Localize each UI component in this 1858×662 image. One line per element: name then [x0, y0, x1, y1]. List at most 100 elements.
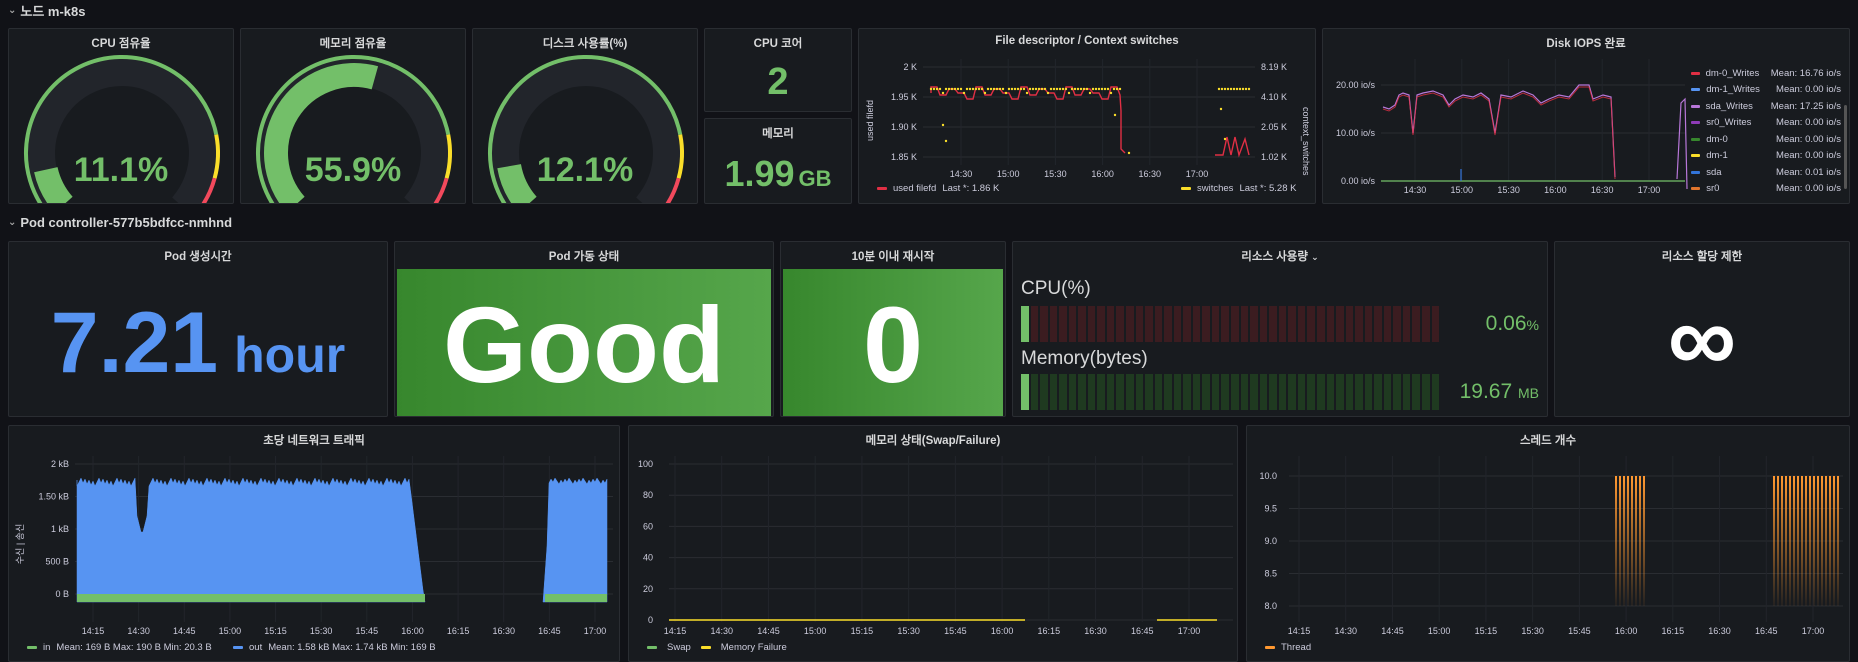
fd-context-panel[interactable]: File descriptor / Context switches used …: [858, 28, 1316, 204]
gauge-value: 11.1%: [73, 151, 169, 189]
gauge-value-arc: [34, 166, 73, 203]
bar-segment: [1183, 306, 1191, 342]
legend-item[interactable]: dm-1 Mean: 0.00 io/s: [1691, 148, 1841, 165]
gauge-value: 55.9%: [304, 151, 402, 189]
switches-point: [1220, 87, 1224, 91]
switches-point: [1040, 87, 1044, 91]
gauge-panel-cpu[interactable]: CPU 점유율 11.1%: [8, 28, 234, 204]
bar-segment: [1154, 374, 1163, 410]
legend-stat: Mean: 1.58 kB Max: 1.74 kB Min: 169 B: [268, 642, 436, 653]
bar-segment: [1202, 306, 1210, 342]
bar-segment: [1355, 374, 1363, 410]
fd-legend-right[interactable]: switches Last *: 5.28 K: [1181, 183, 1296, 194]
switches-point: [974, 87, 978, 91]
switches-point: [944, 87, 948, 91]
memory-state-panel[interactable]: 메모리 상태(Swap/Failure) 100 80 60 40 20 0 14:15 14…: [628, 425, 1238, 662]
y-tick-label: 500 B: [45, 557, 69, 567]
switches-point: [1106, 87, 1110, 91]
x-tick-label: 14:30: [950, 169, 973, 179]
switches-point: [956, 87, 960, 91]
legend-swatch: [1691, 170, 1701, 174]
switches-point: [1061, 87, 1065, 91]
switches-point: [1019, 87, 1023, 91]
switches-point: [1004, 91, 1008, 95]
gauge-panel-disk[interactable]: 디스크 사용률(%) 12.1%: [472, 28, 698, 204]
switches-point: [1073, 87, 1077, 91]
legend-stat: Last *: 1.86 K: [942, 183, 1000, 194]
memory-bar-gauge: [1021, 374, 1440, 410]
network-traffic-panel[interactable]: 초당 네트워크 트래픽 수신 | 송신 2 kB 1.50 kB 1 kB 500 B…: [8, 425, 620, 662]
x-tick-label: 16:00: [1091, 169, 1114, 179]
panel-title[interactable]: 리소스 사용량 ⌄: [1013, 248, 1547, 264]
bar-segment: [1135, 374, 1144, 410]
thread-bar: [1809, 476, 1811, 606]
thread-bar: [1635, 476, 1637, 606]
gauge-panel-memory[interactable]: 메모리 점유율 55.9%: [240, 28, 466, 204]
y-tick-label: 100: [638, 459, 653, 469]
switches-point: [1127, 151, 1131, 155]
y-tick-label: 80: [643, 490, 653, 500]
bar-segment: [1087, 374, 1096, 410]
thread-count-panel[interactable]: 스레드 개수 10.0 9.5 9.0 8.5 8.0 14:15 14:30 14:45 15…: [1246, 425, 1850, 662]
legend-item[interactable]: sda Mean: 0.01 io/s: [1691, 164, 1841, 181]
cpu-cores-panel[interactable]: CPU 코어 2: [704, 28, 852, 112]
bar-segment: [1297, 374, 1306, 410]
y-tick-label: 2 kB: [51, 459, 69, 469]
fd-legend-left[interactable]: used filefd Last *: 1.86 K: [877, 183, 999, 194]
disk-iops-panel[interactable]: Disk IOPS 완료 20.00 io/s 10.00 io/s 0.00 io…: [1322, 28, 1850, 204]
switches-point: [1226, 87, 1230, 91]
resource-usage-panel[interactable]: 리소스 사용량 ⌄ CPU(%) 0.06% Memory(bytes) 19.…: [1012, 241, 1548, 417]
legend-item[interactable]: dm-1_Writes Mean: 0.00 io/s: [1691, 82, 1841, 99]
bar-segment: [1326, 374, 1335, 410]
x-tick-label: 14:30: [127, 626, 150, 636]
legend-swatch: [27, 646, 37, 649]
legend-name: in: [43, 642, 51, 653]
x-tick-label: 16:15: [1038, 626, 1061, 636]
scrollbar[interactable]: [1844, 105, 1847, 189]
switches-point: [1112, 87, 1116, 91]
y-tick-label: 9.5: [1264, 504, 1277, 514]
legend-item[interactable]: sr0 Mean: 0.00 io/s: [1691, 181, 1841, 198]
cpu-unit: %: [1526, 317, 1539, 333]
resource-limit-panel[interactable]: 리소스 할당 제한 ∞: [1554, 241, 1850, 417]
row-header-node[interactable]: ⌄ 노드 m-k8s: [8, 0, 86, 20]
network-legend-out[interactable]: out Mean: 1.58 kB Max: 1.74 kB Min: 169 …: [233, 642, 436, 653]
bar-segment: [1192, 306, 1201, 342]
y-tick-label: 8.0: [1264, 601, 1277, 611]
bar-segment: [1068, 374, 1077, 410]
pod-age-panel[interactable]: Pod 생성시간 7.21 hour: [8, 241, 388, 417]
pod-status-panel[interactable]: Pod 가동 상태 Good: [394, 241, 774, 417]
gauge-chart: [24, 55, 220, 203]
memory-total-panel[interactable]: 메모리 1.99 GB: [704, 118, 852, 204]
gauge-threshold-yellow: [676, 134, 684, 179]
x-tick-label: 15:00: [1451, 185, 1474, 195]
switches-point: [1067, 91, 1071, 95]
legend-item[interactable]: dm-0_Writes Mean: 16.76 io/s: [1691, 65, 1841, 82]
legend-stat: Mean: 0.00 io/s: [1776, 117, 1841, 129]
switches-point: [1082, 87, 1086, 91]
row-header-pod[interactable]: ⌄ Pod controller-577b5bdfcc-nmhnd: [8, 212, 232, 232]
switches-point: [1016, 87, 1020, 91]
legend-swatch: [1691, 104, 1700, 108]
bar-segment: [1431, 306, 1440, 342]
row-title: Pod controller-577b5bdfcc-nmhnd: [20, 214, 233, 230]
memory-state-legend[interactable]: Swap Memory Failure: [647, 642, 787, 653]
restarts-panel[interactable]: 10분 이내 재시작 0: [780, 241, 1006, 417]
legend-item[interactable]: sda_Writes Mean: 17.25 io/s: [1691, 98, 1841, 115]
bar-segment: [1316, 374, 1325, 410]
thread-legend[interactable]: Thread: [1265, 642, 1311, 653]
bar-segment: [1259, 374, 1268, 410]
legend-item[interactable]: dm-0 Mean: 0.00 io/s: [1691, 131, 1841, 148]
x-tick-label: 16:00: [991, 626, 1014, 636]
iops-legend: dm-0_Writes Mean: 16.76 io/s dm-1_Writes Me…: [1691, 65, 1841, 197]
bar-segment: [1383, 306, 1392, 342]
network-legend-in[interactable]: in Mean: 169 B Max: 190 B Min: 20.3 B: [27, 642, 212, 653]
switches-point: [1034, 87, 1038, 91]
bar-segment: [1192, 374, 1201, 410]
legend-item[interactable]: sr0_Writes Mean: 0.00 io/s: [1691, 115, 1841, 132]
bar-segment: [1126, 306, 1134, 342]
panel-title: 메모리 점유율: [319, 38, 387, 50]
bar-segment: [1154, 306, 1163, 342]
restarts-value: 0: [862, 284, 924, 405]
bar-segment: [1307, 374, 1315, 410]
